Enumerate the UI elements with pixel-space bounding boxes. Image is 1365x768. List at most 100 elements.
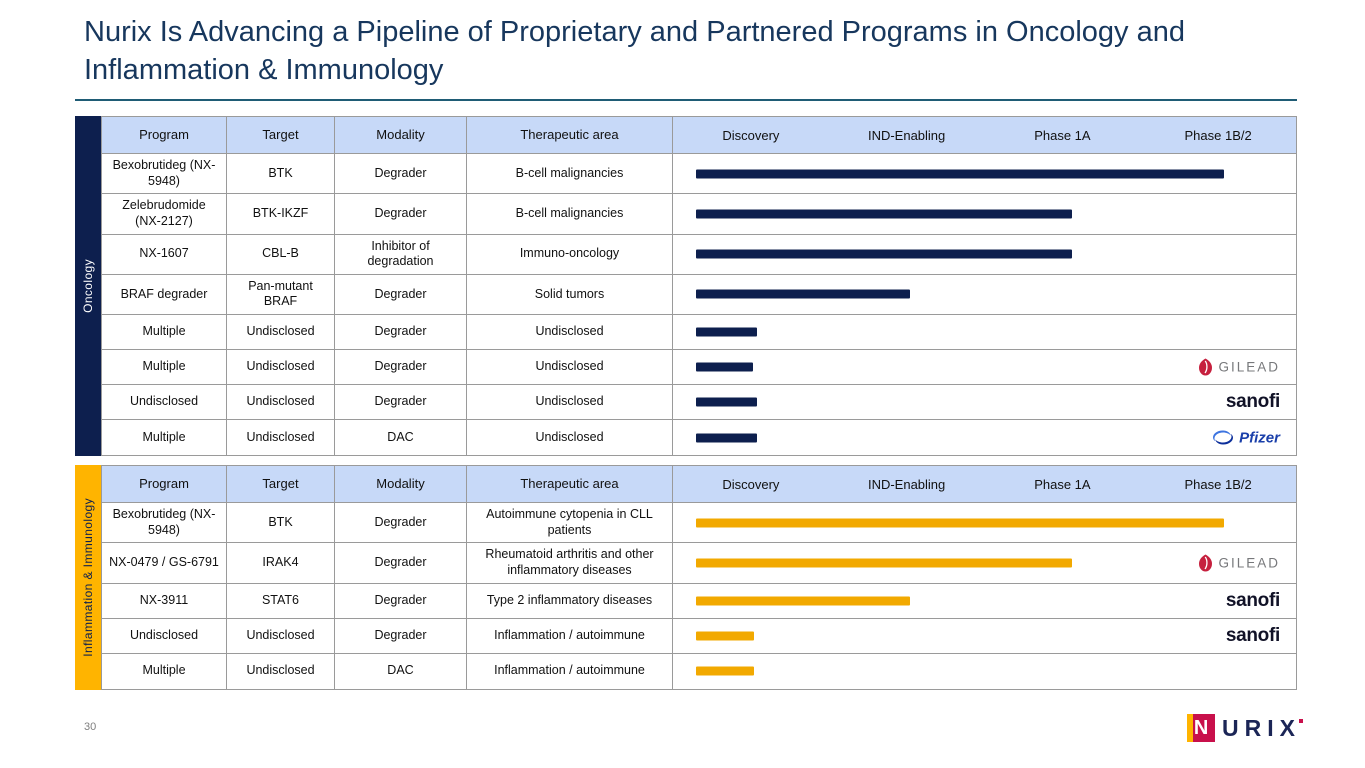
column-header: Therapeutic area: [467, 466, 673, 502]
modality-cell: Degrader: [335, 154, 467, 194]
column-header: Phase 1B/2: [1184, 127, 1252, 143]
column-header: Target: [227, 117, 335, 153]
gilead-logo: GILEAD: [1198, 554, 1280, 572]
target-cell: Undisclosed: [227, 618, 335, 653]
program-cell: Undisclosed: [102, 618, 227, 653]
pipeline-row: Zelebrudomide (NX-2127) BTK-IKZF Degrader B…: [102, 194, 1296, 235]
column-header: Therapeutic area: [467, 117, 673, 153]
pipeline-row: Undisclosed Undisclosed Degrader Undisclose…: [102, 385, 1296, 420]
program-cell: Multiple: [102, 653, 227, 689]
phase-column-headers: Discovery IND-Enabling Phase 1A Phase 1B/2: [673, 117, 1296, 153]
pipeline-row: BRAF degrader Pan-mutant BRAF Degrader Soli…: [102, 274, 1296, 315]
pfizer-wordmark: Pfizer: [1239, 429, 1280, 446]
progress-cell: [673, 235, 1296, 274]
progress-bar: [696, 596, 910, 605]
progress-bar: [696, 289, 910, 299]
target-cell: Undisclosed: [227, 385, 335, 419]
nurix-logo: N URIX: [1187, 714, 1303, 742]
column-header: Phase 1B/2: [1184, 476, 1252, 492]
pipeline-row: Multiple Undisclosed Degrader Undisclosed GI…: [102, 350, 1296, 385]
target-cell: Undisclosed: [227, 653, 335, 689]
column-header: Discovery: [722, 476, 780, 492]
inflammation-immunology-category-strip: Inflammation & Immunology: [75, 465, 101, 690]
progress-cell: [673, 194, 1296, 233]
program-cell: NX-3911: [102, 583, 227, 618]
column-header: IND-Enabling: [867, 127, 946, 143]
therapeutic-area-cell: B-cell malignancies: [467, 194, 673, 234]
therapeutic-area-cell: Undisclosed: [467, 350, 673, 384]
progress-cell: [673, 503, 1296, 542]
target-cell: BTK: [227, 154, 335, 194]
header-row: Program Target Modality Therapeutic area Dis…: [102, 466, 1296, 503]
oncology-grid: Program Target Modality Therapeutic area Dis…: [101, 116, 1297, 456]
pfizer-logo: Pfizer: [1212, 429, 1280, 446]
program-cell: Bexobrutideg (NX-5948): [102, 503, 227, 543]
pipeline-row: NX-3911 STAT6 Degrader Type 2 inflammatory …: [102, 583, 1296, 619]
target-cell: BTK-IKZF: [227, 194, 335, 234]
phase-column-headers: Discovery IND-Enabling Phase 1A Phase 1B/2: [673, 466, 1296, 502]
progress-cell: [673, 154, 1296, 193]
progress-cell: GILEAD: [673, 543, 1296, 582]
pipeline-row: Multiple Undisclosed DAC Inflammation / aut…: [102, 653, 1296, 689]
inflammation-immunology-grid: Program Target Modality Therapeutic area Dis…: [101, 465, 1297, 690]
modality-cell: Degrader: [335, 315, 467, 349]
program-cell: Zelebrudomide (NX-2127): [102, 194, 227, 234]
column-header: Program: [102, 117, 227, 153]
column-header: Discovery: [722, 127, 780, 143]
pipeline-row: Undisclosed Undisclosed Degrader Inflammati…: [102, 618, 1296, 654]
therapeutic-area-cell: Undisclosed: [467, 420, 673, 455]
gilead-logo: GILEAD: [1198, 358, 1280, 376]
progress-bar: [696, 327, 758, 337]
pipeline-table-inflammation-immunology: Inflammation & Immunology Program Target Mo…: [75, 465, 1297, 690]
modality-cell: Degrader: [335, 385, 467, 419]
progress-bar: [696, 631, 754, 640]
progress-cell: sanofi: [673, 619, 1296, 653]
progress-cell: Pfizer: [673, 420, 1296, 455]
pipeline-row: Bexobrutideg (NX-5948) BTK Degrader Autoimm…: [102, 503, 1296, 544]
modality-cell: Degrader: [335, 583, 467, 618]
modality-cell: Degrader: [335, 543, 467, 583]
column-header: Modality: [335, 117, 467, 153]
page-title: Nurix Is Advancing a Pipeline of Proprie…: [84, 16, 1185, 87]
pipeline-row: Multiple Undisclosed Degrader Undisclosed: [102, 315, 1296, 350]
therapeutic-area-cell: Rheumatoid arthritis and other inflammat…: [467, 543, 673, 583]
progress-cell: [673, 654, 1296, 689]
pipeline-row: NX-1607 CBL-B Inhibitor of degradation Immu…: [102, 234, 1296, 275]
progress-bar: [696, 209, 1072, 219]
program-cell: NX-0479 / GS-6791: [102, 543, 227, 583]
column-header: IND-Enabling: [867, 476, 946, 492]
therapeutic-area-cell: B-cell malignancies: [467, 154, 673, 194]
therapeutic-area-cell: Type 2 inflammatory diseases: [467, 583, 673, 618]
header-row: Program Target Modality Therapeutic area Dis…: [102, 117, 1296, 154]
target-cell: CBL-B: [227, 234, 335, 274]
pipeline-row: Multiple Undisclosed DAC Undisclosed Pfizer: [102, 420, 1296, 455]
progress-bar: [696, 249, 1072, 259]
progress-bar: [696, 666, 754, 676]
progress-bar: [696, 558, 1072, 568]
target-cell: Pan-mutant BRAF: [227, 274, 335, 314]
pipeline-row: Bexobrutideg (NX-5948) BTK Degrader B-cell …: [102, 154, 1296, 195]
oncology-category-strip: Oncology: [75, 116, 101, 456]
column-header: Program: [102, 466, 227, 502]
progress-cell: GILEAD: [673, 350, 1296, 384]
target-cell: STAT6: [227, 583, 335, 618]
program-cell: Multiple: [102, 420, 227, 455]
column-header: Modality: [335, 466, 467, 502]
sanofi-logo: sanofi: [1225, 391, 1280, 412]
program-cell: Bexobrutideg (NX-5948): [102, 154, 227, 194]
therapeutic-area-cell: Immuno-oncology: [467, 234, 673, 274]
target-cell: Undisclosed: [227, 350, 335, 384]
program-cell: BRAF degrader: [102, 274, 227, 314]
oncology-category-label: Oncology: [81, 259, 95, 313]
target-cell: IRAK4: [227, 543, 335, 583]
pipeline-table-oncology: Oncology Program Target Modality Therapeutic…: [75, 116, 1297, 456]
column-header: Phase 1A: [1034, 476, 1091, 492]
program-cell: Multiple: [102, 350, 227, 384]
modality-cell: Degrader: [335, 350, 467, 384]
nurix-wordmark: URIX: [1222, 714, 1301, 741]
pipeline-tables: Oncology Program Target Modality Therapeutic…: [75, 116, 1297, 690]
target-cell: Undisclosed: [227, 420, 335, 455]
progress-bar: [696, 397, 758, 407]
sanofi-logo: sanofi: [1225, 624, 1280, 646]
progress-cell: [673, 275, 1296, 314]
